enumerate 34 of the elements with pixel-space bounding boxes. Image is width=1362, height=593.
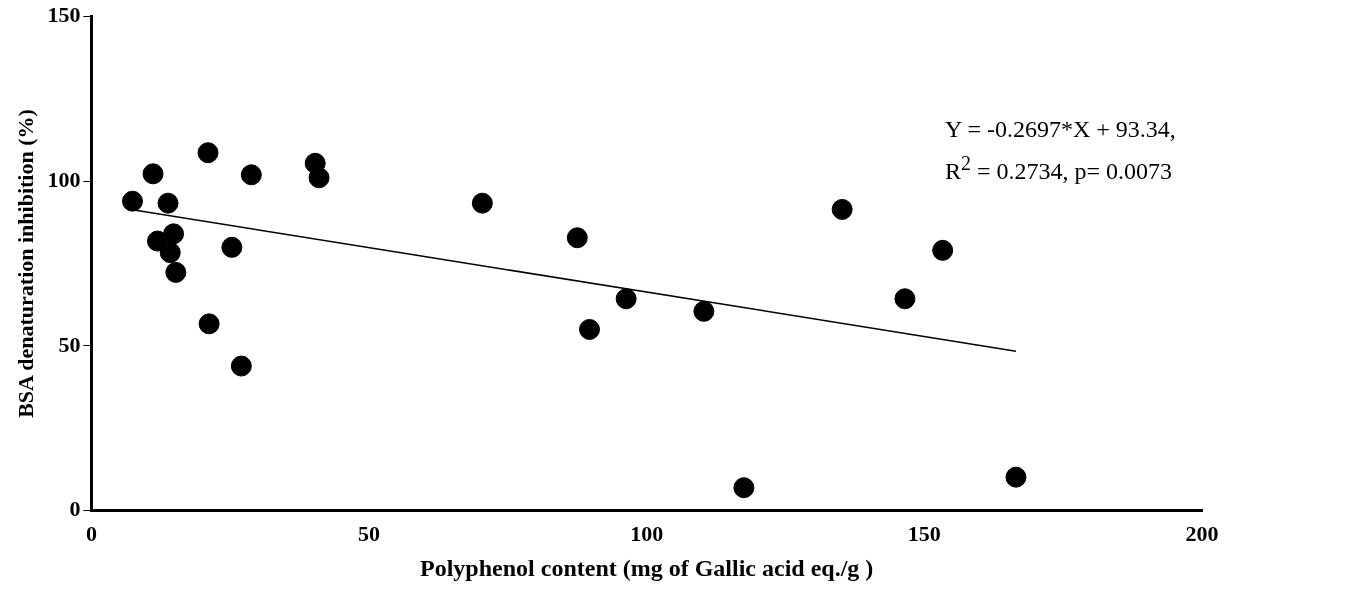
point — [471, 192, 493, 214]
point — [308, 167, 330, 189]
point — [197, 142, 219, 164]
point — [566, 227, 588, 249]
y-tick-label: 50 — [58, 331, 81, 357]
point — [1005, 466, 1027, 488]
point — [121, 190, 143, 212]
point — [579, 318, 600, 340]
point — [165, 261, 187, 283]
point — [230, 355, 252, 377]
point — [693, 300, 715, 322]
point — [240, 164, 262, 186]
x-tick-label: 50 — [358, 520, 381, 546]
x-tick-label: 0 — [85, 520, 97, 546]
y-tick-label: 100 — [47, 166, 81, 192]
point — [894, 288, 916, 310]
point — [831, 198, 853, 220]
x-tick-label: 150 — [907, 520, 941, 546]
point — [159, 242, 181, 264]
y-tick-label: 150 — [47, 1, 81, 27]
point — [733, 477, 755, 499]
point — [142, 163, 164, 185]
point — [163, 223, 185, 245]
point — [157, 192, 179, 214]
annotation: Y = -0.2697*X + 93.34, R$^{2}$ = 0.2734, p= 0.0073 — [945, 115, 1176, 186]
point — [221, 236, 243, 258]
point — [198, 313, 220, 335]
y-axis-title: BSA denaturation inhibition (%) — [12, 109, 38, 418]
x-tick-label: 100 — [630, 520, 664, 546]
point — [615, 288, 637, 310]
x-axis-title: Polyphenol content (mg of Gallic acid eq./g ) — [420, 554, 874, 581]
point — [932, 239, 954, 261]
y-tick-label: 0 — [69, 496, 81, 522]
x-tick-label: 200 — [1185, 520, 1219, 546]
